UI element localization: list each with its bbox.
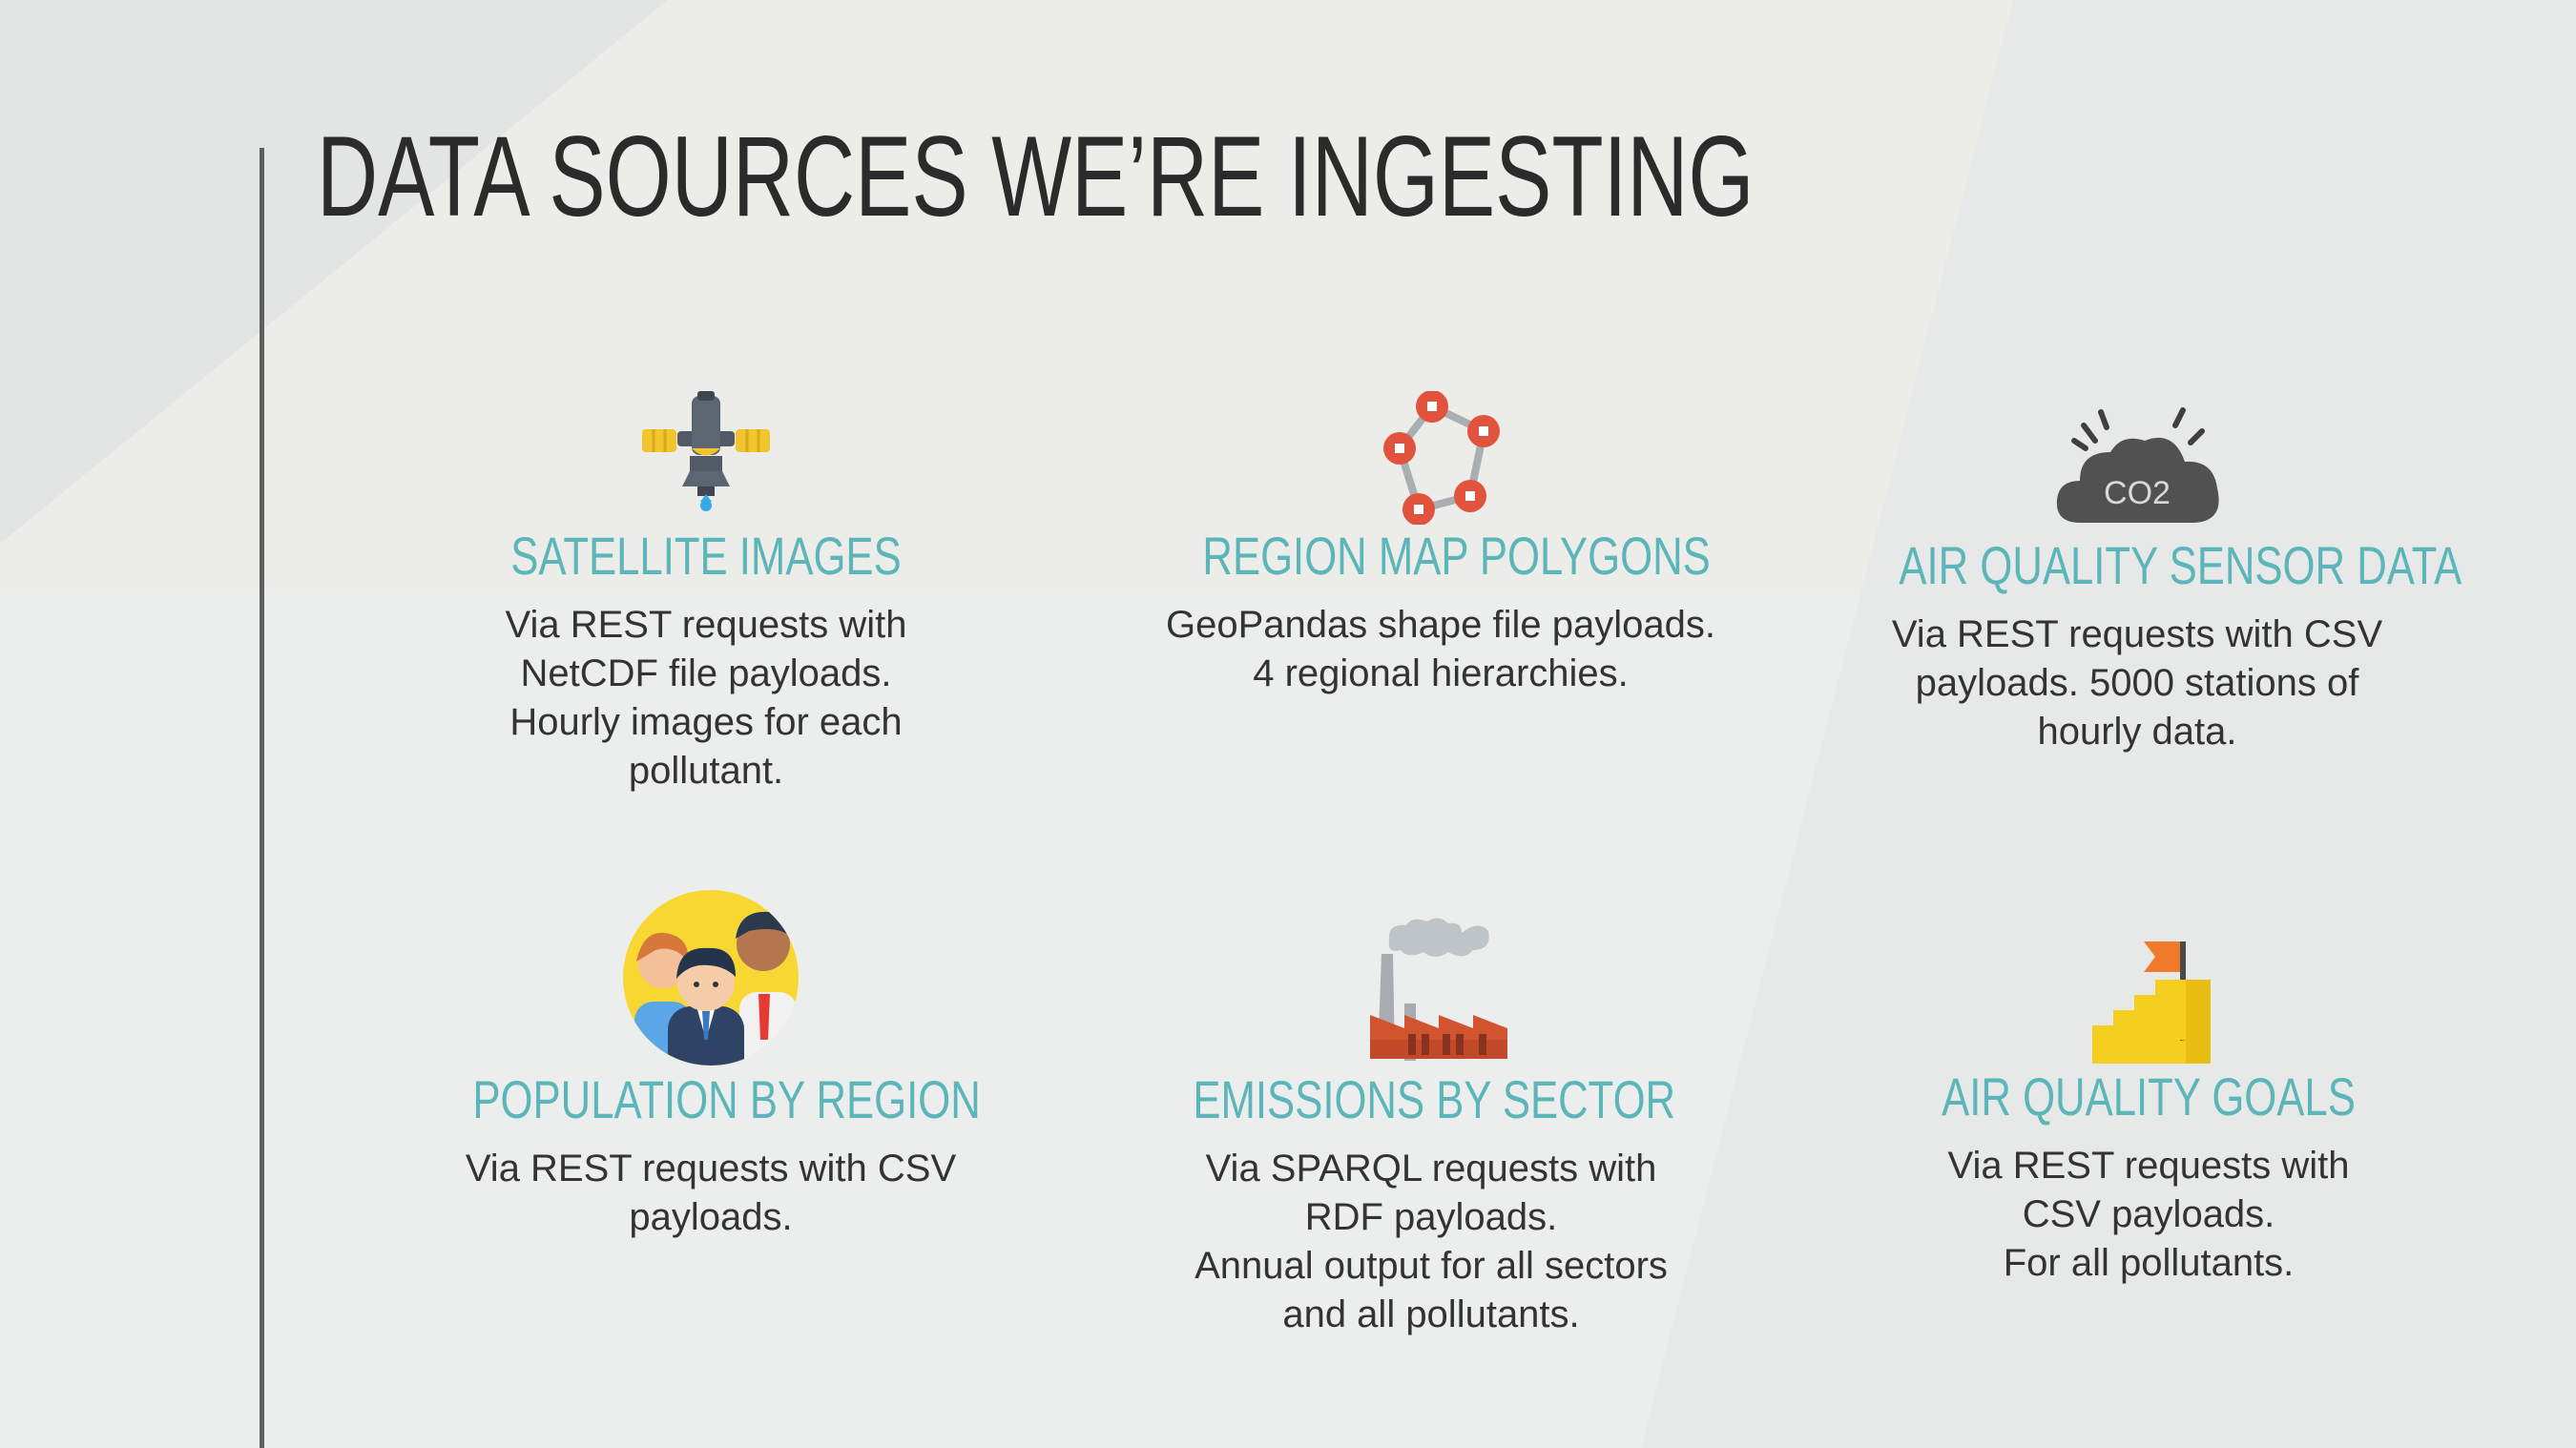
satellite-icon bbox=[642, 391, 770, 511]
card-description: Via REST requests with CSV payloads. For… bbox=[1947, 1145, 2350, 1284]
accent-bar bbox=[260, 148, 264, 1448]
people-group-icon bbox=[623, 890, 799, 1065]
card-air-quality-sensor-data: CO2 AIR QUALITY SENSOR DATA Via REST req… bbox=[1832, 401, 2462, 756]
card-region-map-polygons: REGION MAP POLYGONS GeoPandas shape file… bbox=[1135, 391, 1746, 698]
card-description: GeoPandas shape file payloads. 4 regiona… bbox=[1166, 604, 1715, 694]
card-emissions-by-sector: EMISSIONS BY SECTOR Via SPARQL requests … bbox=[1126, 916, 1736, 1339]
polygon-network-icon bbox=[1383, 391, 1500, 525]
card-heading: POPULATION BY REGION bbox=[472, 1069, 981, 1129]
card-heading: AIR QUALITY SENSOR DATA bbox=[1899, 535, 2462, 595]
card-description: Via SPARQL requests with RDF payloads. A… bbox=[1195, 1148, 1668, 1335]
card-description: Via REST requests with NetCDF file paylo… bbox=[505, 604, 907, 792]
card-air-quality-goals: AIR QUALITY GOALS Via REST requests with… bbox=[1843, 930, 2454, 1288]
card-heading: EMISSIONS BY SECTOR bbox=[1193, 1069, 1676, 1129]
co2-cloud-icon: CO2 bbox=[2056, 407, 2219, 523]
factory-icon bbox=[1370, 918, 1507, 1061]
card-satellite-images: SATELLITE IMAGES Via REST requests with … bbox=[401, 391, 1011, 796]
card-heading: SATELLITE IMAGES bbox=[510, 526, 902, 586]
card-heading: AIR QUALITY GOALS bbox=[1942, 1066, 2356, 1127]
card-description: Via REST requests with CSV payloads. 500… bbox=[1891, 613, 2383, 753]
card-heading: REGION MAP POLYGONS bbox=[1202, 526, 1711, 586]
card-description: Via REST requests with CSV payloads. bbox=[465, 1148, 957, 1238]
page-title: DATA SOURCES WE’RE INGESTING bbox=[317, 113, 1755, 240]
card-population-by-region: POPULATION BY REGION Via REST requests w… bbox=[405, 887, 1016, 1242]
stairs-flag-icon bbox=[2092, 941, 2211, 1064]
co2-label: CO2 bbox=[2104, 475, 2171, 511]
